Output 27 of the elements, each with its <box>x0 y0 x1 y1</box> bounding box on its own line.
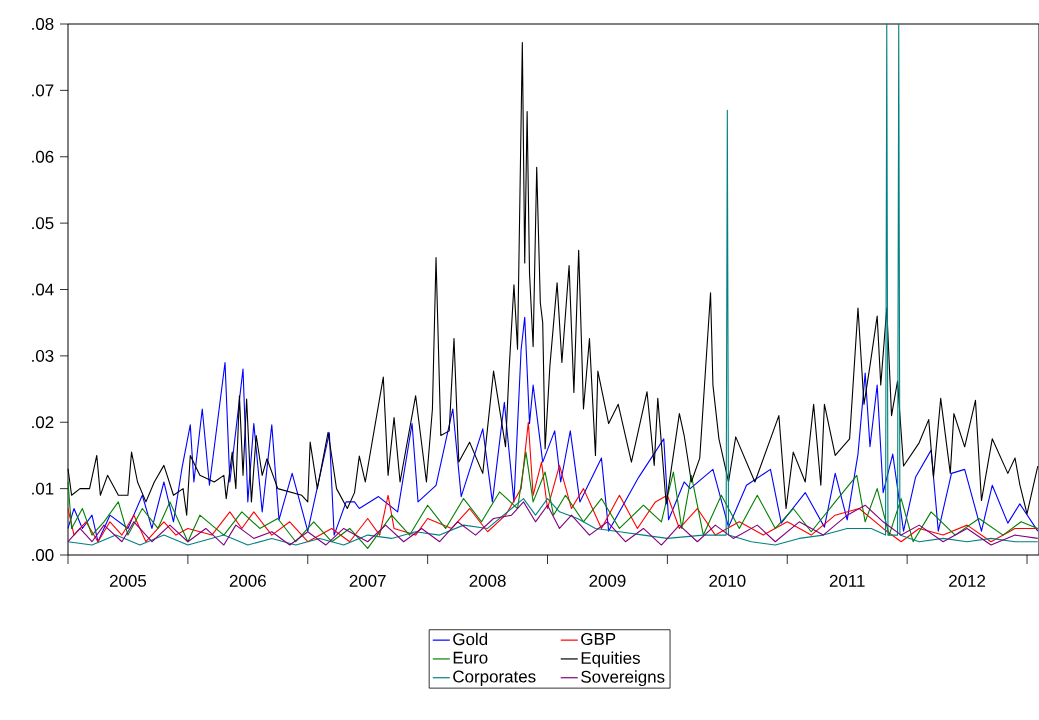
y-tick-label: .07 <box>32 84 54 97</box>
x-tick-label: 2008 <box>469 574 506 587</box>
x-tick-label: 2012 <box>949 574 986 587</box>
line-series <box>67 316 1039 543</box>
x-tick-label: 2011 <box>829 574 865 587</box>
y-tick-label: .08 <box>32 18 54 30</box>
x-tick-label: 2006 <box>229 574 266 587</box>
y-tick-label: .06 <box>32 150 54 163</box>
legend-label: Equities <box>581 651 640 668</box>
y-tick-label: .03 <box>32 349 54 362</box>
legend-label: Sovereigns <box>581 670 665 687</box>
y-tick-label: .00 <box>32 549 54 561</box>
y-tick-label: .01 <box>32 482 54 495</box>
line-series <box>67 501 1039 546</box>
y-tick-label: .02 <box>32 416 54 429</box>
legend-label: Corporates <box>453 670 536 686</box>
legend-label: Euro <box>453 651 488 664</box>
x-tick-label: 2007 <box>349 574 386 587</box>
line-series <box>67 451 1039 549</box>
legend-label: GBP <box>581 632 616 645</box>
x-tick-label: 2009 <box>589 574 626 587</box>
line-series <box>67 421 1039 543</box>
y-tick-label: .04 <box>32 283 54 296</box>
x-tick-label: 2010 <box>709 574 746 587</box>
legend-label: Gold <box>453 632 488 646</box>
x-tick-label: 2005 <box>109 574 147 587</box>
y-tick-label: .05 <box>32 217 54 230</box>
